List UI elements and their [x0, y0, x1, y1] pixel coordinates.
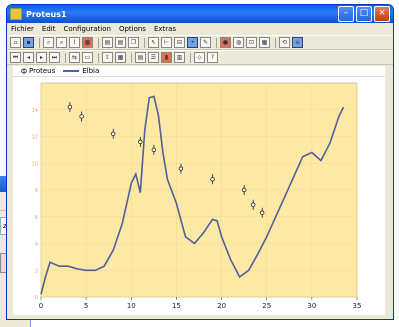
- maximize-button[interactable]: □: [356, 6, 372, 22]
- y-tick-label: 4: [35, 242, 38, 248]
- y-tick-label: 6: [35, 215, 38, 221]
- points-legend-icon: ф: [21, 67, 27, 75]
- window-icon[interactable]: ▭: [82, 52, 93, 63]
- graph-icon[interactable]: ⌇: [69, 37, 80, 48]
- line-legend-icon: [63, 70, 80, 72]
- title-bar: Proteus1 – □ ×: [7, 5, 393, 23]
- menu-bar: Fichier Edit Configuration Options Extra…: [7, 23, 393, 35]
- minimize-button[interactable]: –: [338, 6, 354, 22]
- last-icon[interactable]: ⏭: [49, 52, 60, 63]
- cursor-icon[interactable]: ↖: [148, 37, 159, 48]
- point-icon[interactable]: ●: [220, 37, 231, 48]
- table-icon[interactable]: ▦: [259, 37, 270, 48]
- first-icon[interactable]: ⏮: [10, 52, 21, 63]
- mark-icon[interactable]: ▮: [161, 52, 172, 63]
- y-tick-label: 0: [35, 295, 38, 301]
- print-icon[interactable]: ▤: [102, 37, 113, 48]
- new-icon[interactable]: ▫: [10, 37, 21, 48]
- y-tick-label: 10: [32, 161, 38, 167]
- points-legend-label: Proteus: [29, 67, 56, 75]
- data-point: [67, 104, 73, 110]
- close-button[interactable]: ×: [374, 6, 390, 22]
- marker-icon[interactable]: •: [187, 37, 198, 48]
- line-legend-label: Elbia: [82, 67, 100, 75]
- list-icon[interactable]: ☰: [148, 52, 159, 63]
- x-tick-label: 35: [353, 302, 362, 310]
- x-tick-label: 30: [307, 302, 316, 310]
- x-tick-label: 25: [262, 302, 271, 310]
- next-icon[interactable]: ▸: [36, 52, 47, 63]
- toolbar-separator: [190, 52, 191, 63]
- print-preview-icon[interactable]: ▤: [115, 37, 126, 48]
- info-icon[interactable]: ?: [207, 52, 218, 63]
- toolbar-separator: [131, 52, 132, 63]
- toolbar-bottom: ⏮ ◂ ▸ ⏭ ⇆ ▭ ⇪ ▦ ▤ ☰ ▮ ▥ ⬦ ?: [7, 50, 393, 65]
- menu-options[interactable]: Options: [118, 25, 146, 33]
- data-point: [178, 166, 184, 171]
- main-window: Proteus1 – □ × Fichier Edit Configuratio…: [6, 4, 394, 320]
- data-point: [241, 187, 247, 193]
- y-tick-label: 14: [32, 108, 38, 114]
- y-tick-label: 8: [35, 188, 38, 194]
- toolbar-separator: [144, 37, 145, 48]
- menu-extras[interactable]: Extras: [153, 25, 177, 33]
- data-point: [138, 139, 143, 145]
- export-icon[interactable]: ⇪: [102, 52, 113, 63]
- toolbar-separator: [39, 37, 40, 48]
- x-tick-label: 20: [217, 302, 226, 310]
- settings-icon[interactable]: ≡: [292, 37, 303, 48]
- window-title: Proteus1: [26, 9, 67, 19]
- axis-icon[interactable]: ⊢: [161, 37, 172, 48]
- menu-configuration[interactable]: Configuration: [63, 25, 111, 33]
- ruler-icon[interactable]: ⊟: [174, 37, 185, 48]
- y-tick-label: 12: [32, 135, 38, 141]
- x-tick-label: 5: [84, 302, 88, 310]
- data-point: [210, 177, 215, 182]
- toolbar-separator: [275, 37, 276, 48]
- x-tick-label: 10: [127, 302, 136, 310]
- data-point: [79, 114, 84, 119]
- toolbar-separator: [98, 52, 99, 63]
- toolbar-top: ▫ ▪ ⌕ ⌕ ⌇ ▦ ▤ ▤ ❐ ↖ ⊢ ⊟ • ✎ ● ◍ ⊡ ▦ ⟲ ≡: [7, 35, 393, 50]
- pen-icon[interactable]: ✎: [200, 37, 211, 48]
- series-line-elbia: [40, 95, 345, 295]
- zoom-icon[interactable]: ⌕: [43, 37, 54, 48]
- menu-edit[interactable]: Edit: [41, 25, 56, 33]
- copy-icon[interactable]: ❐: [128, 37, 139, 48]
- toolbar-separator: [98, 37, 99, 48]
- toolbar-separator: [65, 52, 66, 63]
- refresh-icon[interactable]: ⟲: [279, 37, 290, 48]
- data-point: [151, 147, 157, 153]
- plot-area[interactable]: 0 2 4 6 8 10 12 14 0 5 10 15 20 25 30 35: [13, 77, 385, 315]
- measure-icon[interactable]: ◍: [233, 37, 244, 48]
- data-point: [111, 131, 116, 137]
- data-point: [259, 210, 265, 215]
- grid-icon[interactable]: ▦: [82, 37, 93, 48]
- y-tick-label: 2: [35, 268, 38, 274]
- data-point: [250, 202, 256, 207]
- toolbar-separator: [216, 37, 217, 48]
- legend: ф Proteus Elbia: [13, 66, 385, 77]
- prev-icon[interactable]: ◂: [23, 52, 34, 63]
- zoom-out-icon[interactable]: ⌕: [56, 37, 67, 48]
- table-view-icon[interactable]: ▦: [115, 52, 126, 63]
- save-icon[interactable]: ▪: [23, 37, 34, 48]
- arrow-icon[interactable]: ⬦: [194, 52, 205, 63]
- swap-icon[interactable]: ⇆: [69, 52, 80, 63]
- layout-icon[interactable]: ▤: [135, 52, 146, 63]
- fit-icon[interactable]: ⊡: [246, 37, 257, 48]
- columns-icon[interactable]: ▥: [174, 52, 185, 63]
- app-icon: [10, 8, 22, 20]
- x-tick-label: 15: [172, 302, 181, 310]
- menu-fichier[interactable]: Fichier: [11, 25, 34, 33]
- chart-svg: 0 2 4 6 8 10 12 14 0 5 10 15 20 25 30 35: [32, 82, 362, 310]
- x-tick-label: 0: [39, 302, 43, 310]
